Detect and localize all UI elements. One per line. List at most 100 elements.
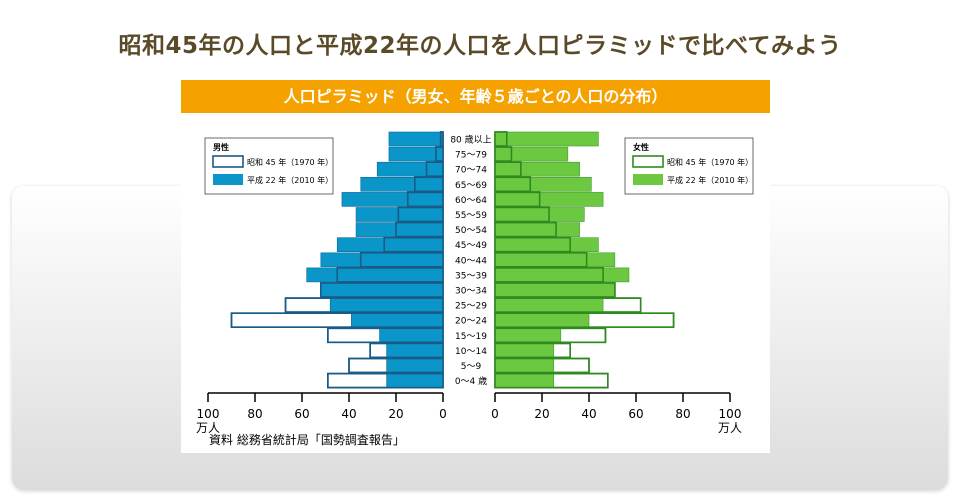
age-group-label: 25～29 (455, 302, 487, 312)
female-1970-outline (494, 312, 675, 328)
population-pyramid-figure: 人口ピラミッド（男女、年齢５歳ごとの人口の分布） 80 歳以上 75～79 70～7… (181, 80, 770, 453)
female-legend-title: 女性 (633, 142, 649, 152)
female-1970-outline (494, 176, 532, 193)
age-group-label: 45～49 (455, 241, 487, 251)
male-2010-bar (320, 282, 444, 298)
age-group-label: 0～4 歳 (455, 375, 487, 387)
female-1970-outline (494, 357, 590, 374)
female-2010-bar (494, 237, 599, 252)
female-1970-outline (494, 191, 541, 208)
page-title: 昭和45年の人口と平成22年の人口を人口ピラミッドで比べてみよう (118, 33, 842, 59)
source-note: 資料 総務省統計局「国勢調査報告」 (209, 432, 405, 447)
female-legend-1970-label: 昭和 45 年（1970 年） (667, 157, 753, 167)
male-1970-outline (320, 282, 444, 298)
left-tick-label: 0 (439, 407, 447, 421)
female-2010-bar (494, 252, 616, 268)
male-2010-bar (386, 358, 444, 373)
chart-title-banner: 人口ピラミッド（男女、年齢５歳ごとの人口の分布） (181, 80, 770, 113)
female-2010-bar (494, 358, 555, 373)
male-2010-bar (355, 222, 444, 237)
male-1970-outline (406, 191, 444, 208)
left-tick-label: 80 (247, 407, 262, 421)
female-2010-bar (494, 267, 630, 283)
male-1970-outline (414, 176, 444, 193)
female-2010-bar (494, 131, 599, 147)
age-group-label: 60～64 (455, 196, 487, 206)
female-1970-outline (494, 372, 609, 389)
female-2010-bar (494, 146, 569, 162)
male-1970-outline (336, 267, 444, 283)
male-2010-bar (376, 161, 444, 177)
male-legend-1970-label: 昭和 45 年（1970 年） (247, 157, 333, 167)
male-2010-bar (336, 237, 444, 252)
right-tick-label: 0 (491, 407, 499, 421)
female-2010-bar (494, 177, 592, 192)
female-1970-outline (494, 206, 550, 223)
female-2010-bar (494, 161, 580, 177)
female-2010-bar (494, 343, 555, 358)
male-2010-bar (388, 131, 444, 147)
male-1970-outline (284, 297, 444, 313)
right-tick-label: 100 (719, 407, 742, 421)
right-tick-label: 40 (581, 407, 596, 421)
male-1970-outline (327, 327, 444, 344)
age-group-label: 80 歳以上 (450, 134, 491, 146)
right-tick-label: 20 (534, 407, 549, 421)
male-2010-bar (320, 252, 444, 268)
male-1970-outline (397, 206, 444, 223)
female-2010-bar (494, 312, 590, 328)
male-legend-2010-swatch (213, 174, 243, 185)
female-legend-1970-swatch (632, 155, 664, 168)
age-group-label: 5～9 (461, 362, 482, 372)
male-legend-2010-label: 平成 22 年（2010 年） (247, 175, 333, 185)
age-group-label: 55～59 (455, 211, 487, 221)
male-1970-outline (348, 357, 444, 374)
left-unit-label: 万人 (196, 421, 220, 435)
age-group-label: 65～69 (455, 181, 487, 191)
male-2010-bar (341, 192, 444, 207)
female-2010-bar (494, 222, 580, 237)
female-1970-outline (494, 282, 616, 298)
female-1970-outline (494, 161, 522, 177)
female-1970-outline (494, 252, 588, 268)
left-tick-label: 20 (388, 407, 403, 421)
male-2010-bar (355, 207, 444, 222)
male-1970-outline (230, 312, 444, 328)
female-2010-bar (494, 297, 604, 313)
female-2010-bar (494, 207, 585, 222)
left-tick-label: 100 (197, 407, 220, 421)
age-group-label: 20～24 (455, 317, 487, 327)
female-2010-bar (494, 373, 555, 388)
male-1970-outline (395, 221, 444, 238)
female-1970-outline (494, 131, 508, 147)
male-2010-bar (386, 373, 444, 388)
right-tick-label: 80 (675, 407, 690, 421)
female-1970-outline (494, 146, 513, 162)
male-1970-outline (383, 236, 444, 253)
male-2010-bar (351, 312, 444, 328)
male-legend-1970-swatch (212, 155, 244, 168)
female-1970-outline (494, 342, 571, 359)
age-group-label: 30～34 (455, 287, 487, 297)
right-tick-label: 60 (628, 407, 643, 421)
male-2010-bar (306, 267, 444, 283)
female-2010-bar (494, 282, 616, 298)
male-1970-outline (369, 342, 444, 359)
male-1970-outline (435, 146, 444, 162)
age-group-label: 50～54 (455, 226, 487, 236)
age-group-label: 35～39 (455, 271, 487, 281)
age-group-label: 40～44 (455, 256, 487, 266)
age-group-label: 70～74 (455, 166, 487, 176)
male-2010-bar (360, 177, 444, 192)
male-1970-outline (327, 372, 444, 389)
population-pyramid-chart: 80 歳以上 75～79 70～74 65～69 60～64 55～59 50～54 45～4… (196, 131, 754, 447)
female-1970-outline (494, 327, 607, 344)
male-1970-outline (439, 131, 444, 147)
age-group-label: 10～14 (455, 347, 487, 357)
female-1970-outline (494, 267, 604, 283)
male-2010-bar (329, 297, 444, 313)
male-2010-bar (388, 146, 444, 162)
female-2010-bar (494, 192, 604, 207)
male-1970-outline (425, 161, 444, 177)
female-legend-2010-label: 平成 22 年（2010 年） (667, 175, 753, 185)
